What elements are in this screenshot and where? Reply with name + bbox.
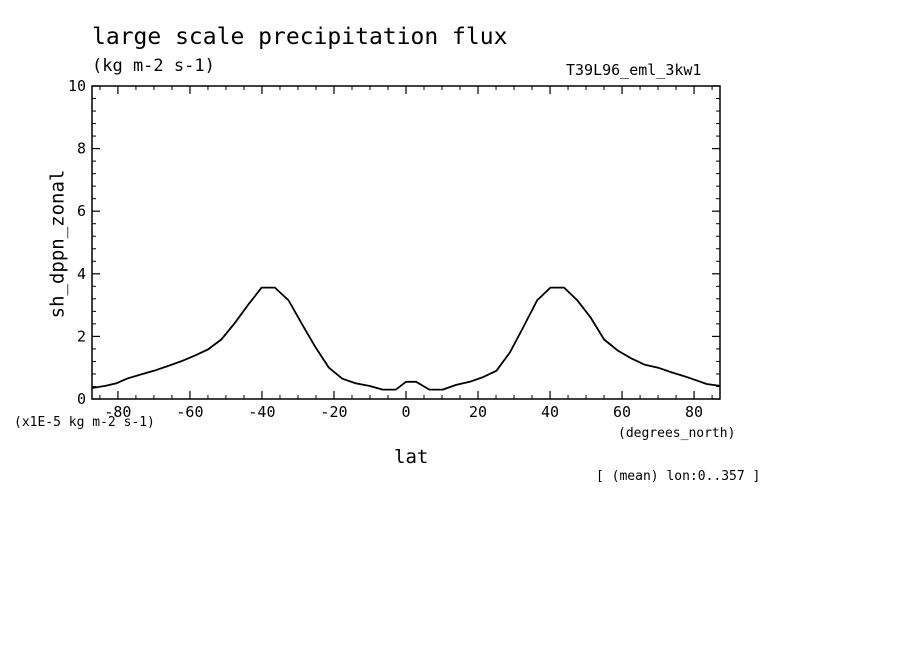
x-tick-label: 60 (613, 403, 631, 421)
x-axis-units: (degrees_north) (618, 426, 736, 441)
tick-labels: -80 -60 -40 -20 0 20 40 60 80 0 2 4 6 8 10 (68, 77, 703, 421)
series-line (91, 286, 721, 391)
x-tick-label: 0 (401, 403, 410, 421)
y-tick-label: 2 (77, 327, 86, 345)
x-tick-label: -40 (248, 403, 275, 421)
x-tick-label: -80 (104, 403, 131, 421)
x-tick-label: 80 (685, 403, 703, 421)
chart-units: (kg m-2 s-1) (92, 56, 215, 76)
x-tick-label: 20 (469, 403, 487, 421)
x-axis-label: lat (394, 446, 429, 468)
x-tick-label: -60 (176, 403, 203, 421)
scale-note: (x1E-5 kg m-2 s-1) (14, 415, 155, 430)
averaging-note: [ (mean) lon:0..357 ] (596, 469, 761, 484)
y-tick-label: 0 (77, 390, 86, 408)
y-tick-label: 4 (77, 265, 86, 283)
major-ticks (92, 85, 720, 400)
y-tick-label: 6 (77, 202, 86, 220)
series-layer (91, 286, 721, 391)
chart-title: large scale precipitation flux (92, 24, 508, 50)
x-tick-label: -20 (320, 403, 347, 421)
run-id: T39L96_eml_3kw1 (566, 61, 702, 79)
plot-frame (91, 85, 721, 400)
y-tick-label: 8 (77, 140, 86, 158)
x-tick-label: 40 (541, 403, 559, 421)
y-tick-label: 10 (68, 77, 86, 95)
minor-ticks (92, 86, 720, 399)
